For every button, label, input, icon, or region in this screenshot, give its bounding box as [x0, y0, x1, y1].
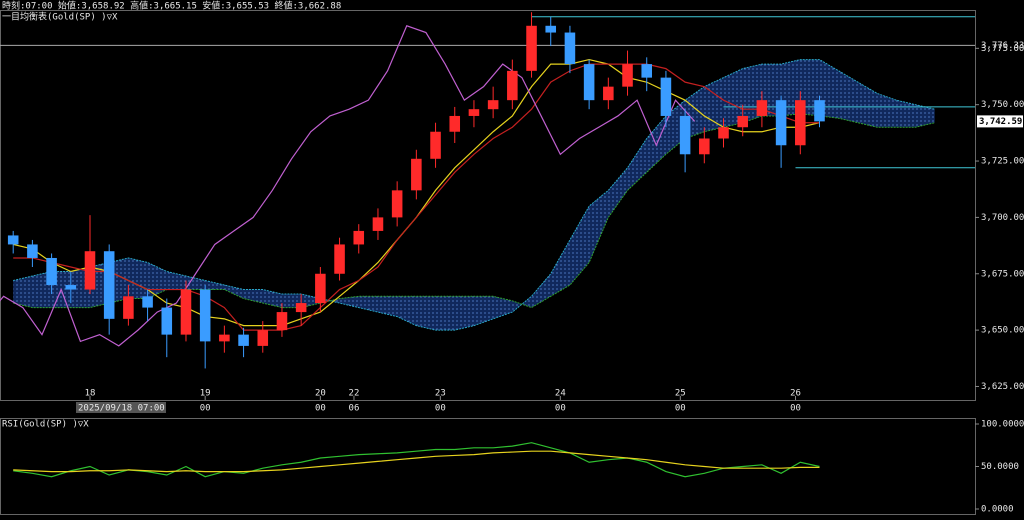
candle-body: [315, 273, 326, 304]
candle-body: [353, 230, 365, 245]
candle-body: [334, 244, 345, 274]
candle-body: [411, 158, 422, 191]
candle-body: [46, 257, 57, 286]
candle-body: [7, 235, 19, 245]
x-tick-label: 26: [790, 389, 801, 399]
price-title: 一目均衡表(Gold(SP) )▽X: [2, 11, 118, 23]
candle-body: [219, 334, 230, 342]
candle-body: [276, 312, 288, 331]
y-tick-label: 50.0000: [981, 462, 1019, 472]
span-a-line: [13, 59, 935, 331]
indicator-line: [0, 25, 696, 347]
x-tick-label: 22: [349, 389, 360, 399]
y-tick-label: 3,750.00: [981, 100, 1024, 110]
candle-body: [449, 115, 461, 132]
y-tick-label: 100.0000: [981, 420, 1024, 430]
y-tick-label: 0.0000: [981, 505, 1014, 515]
x-tick-label: 20: [315, 389, 326, 399]
candle-body: [103, 251, 115, 319]
candle-body: [430, 131, 441, 159]
x-tick-sublabel: 00: [555, 404, 566, 414]
y-tick-label: 3,775.00: [981, 44, 1024, 54]
price-line-label: 3,776.33: [981, 41, 1024, 51]
candle-body: [199, 289, 211, 342]
candle-body: [795, 100, 806, 146]
candle-body: [468, 109, 480, 116]
x-tick-label: 25: [675, 389, 686, 399]
candle-body: [180, 289, 192, 335]
candle-body: [583, 64, 595, 101]
y-tick-label: 3,675.00: [981, 269, 1024, 279]
last-price-box: [977, 115, 1023, 128]
candle-body: [641, 64, 652, 78]
rsi-title: RSI(Gold(SP) )▽X: [2, 420, 89, 430]
x-tick-sublabel: 00: [200, 404, 211, 414]
candle-body: [295, 303, 307, 313]
candle-body: [622, 64, 633, 87]
candle-body: [526, 25, 537, 71]
candle-body: [603, 86, 614, 101]
candle-body: [123, 296, 134, 319]
x-tick-sublabel: 00: [675, 404, 686, 414]
rsi-frame: [0, 418, 976, 515]
candle-body: [507, 70, 518, 101]
candle-body: [737, 115, 748, 128]
price-frame: [0, 10, 976, 401]
candle-body: [391, 190, 403, 218]
candle-body: [564, 32, 576, 65]
y-tick-label: 3,700.00: [981, 213, 1024, 223]
x-tick-label: 24: [555, 389, 566, 399]
candle-body: [257, 330, 269, 346]
rsi-line: [13, 442, 820, 478]
y-tick-label: 3,725.00: [981, 157, 1024, 167]
cursor-label: 2025/09/18 07:00: [78, 404, 165, 414]
candle-body: [718, 127, 729, 139]
candle-body: [372, 217, 384, 231]
candle-body: [142, 296, 153, 308]
y-tick-label: 3,650.00: [981, 326, 1024, 336]
x-tick-sublabel: 00: [435, 404, 446, 414]
ohlc-info: 時刻:07:00 始値:3,658.92 高値:3,665.15 安値:3,65…: [2, 0, 341, 12]
x-tick-sublabel: 00: [315, 404, 326, 414]
x-tick-label: 23: [435, 389, 446, 399]
candle-body: [660, 77, 672, 116]
candle-body: [814, 100, 825, 122]
candle-body: [545, 25, 557, 33]
candle-body: [27, 244, 38, 258]
cursor-box: [76, 402, 166, 413]
candle-body: [65, 285, 77, 290]
x-tick-label: 18: [85, 389, 96, 399]
candle-body: [84, 251, 96, 290]
candle-body: [756, 100, 768, 116]
candle-body: [238, 334, 249, 346]
candle-body: [679, 115, 691, 155]
candle-body: [487, 100, 499, 110]
x-tick-sublabel: 00: [790, 404, 801, 414]
x-tick-label: 19: [200, 389, 211, 399]
candle-body: [161, 307, 173, 335]
rsi-line: [13, 450, 820, 473]
candle-body: [775, 100, 787, 146]
candle-body: [699, 138, 710, 155]
y-tick-label: 3,625.00: [981, 382, 1024, 392]
last-price-label: 3,742.59: [979, 117, 1022, 127]
x-tick-sublabel: 06: [349, 404, 360, 414]
